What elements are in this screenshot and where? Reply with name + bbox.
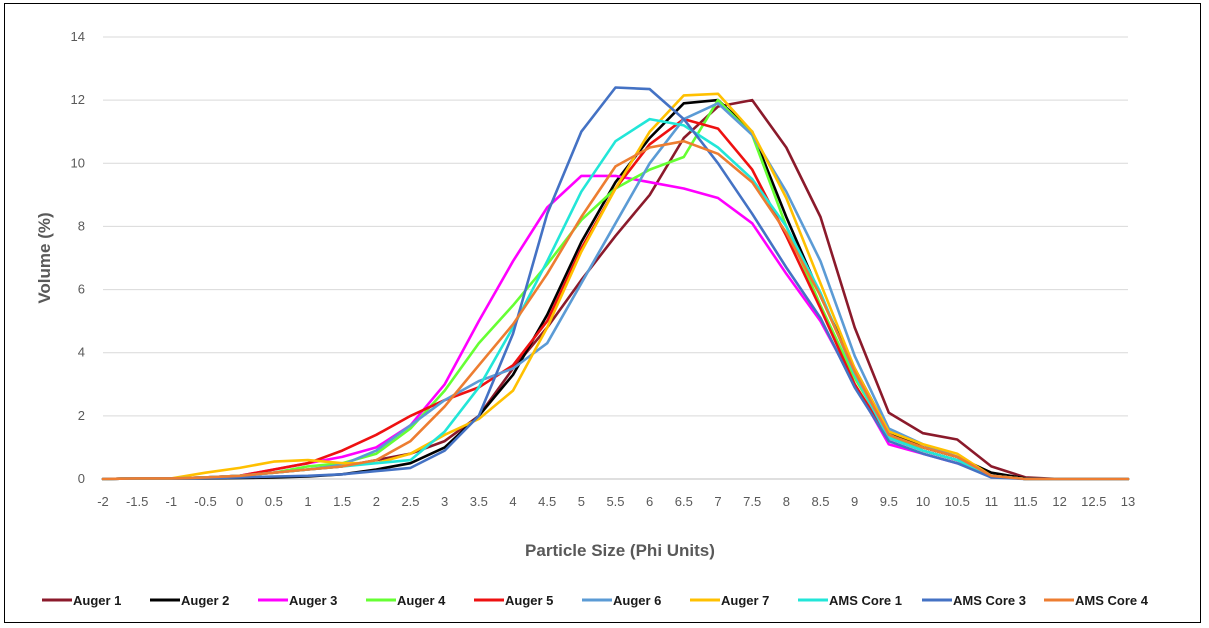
x-tick-label: 8.5 xyxy=(811,494,829,509)
y-tick-label: 2 xyxy=(78,408,85,423)
x-tick-label: 3.5 xyxy=(470,494,488,509)
legend-label-9: AMS Core 3 xyxy=(953,593,1026,608)
x-tick-label: 6 xyxy=(646,494,653,509)
x-tick-label: 2 xyxy=(373,494,380,509)
y-tick-label: 10 xyxy=(71,155,85,170)
x-tick-label: 0.5 xyxy=(265,494,283,509)
x-tick-label: 8 xyxy=(783,494,790,509)
x-tick-label: 10.5 xyxy=(945,494,970,509)
x-axis-title: Particle Size (Phi Units) xyxy=(525,541,715,560)
legend-label-2: Auger 2 xyxy=(181,593,229,608)
series-line-6 xyxy=(101,102,1130,481)
y-tick-label: 0 xyxy=(78,471,85,486)
x-tick-label: 5 xyxy=(578,494,585,509)
x-tick-label: 0 xyxy=(236,494,243,509)
x-tick-label: -1 xyxy=(166,494,178,509)
x-tick-label: 2.5 xyxy=(401,494,419,509)
legend-label-5: Auger 5 xyxy=(505,593,553,608)
x-tick-label: 5.5 xyxy=(606,494,624,509)
x-tick-label: 1.5 xyxy=(333,494,351,509)
legend-label-1: Auger 1 xyxy=(73,593,121,608)
x-tick-label: 10 xyxy=(916,494,930,509)
series-line-5 xyxy=(101,117,1130,481)
y-tick-label: 6 xyxy=(78,282,85,297)
x-tick-label: 4.5 xyxy=(538,494,556,509)
legend: Auger 1 Auger 2 Auger 3 Auger 4 Auger 5 Auger… xyxy=(42,593,1149,608)
x-tick-label: 7 xyxy=(714,494,721,509)
y-axis-title: Volume (%) xyxy=(35,212,54,303)
x-tick-label: -0.5 xyxy=(194,494,216,509)
x-tick-label: 13 xyxy=(1121,494,1135,509)
x-tick-label: -1.5 xyxy=(126,494,148,509)
legend-label-10: AMS Core 4 xyxy=(1075,593,1149,608)
x-tick-label: 7.5 xyxy=(743,494,761,509)
y-tick-label: 14 xyxy=(71,29,85,44)
legend-label-4: Auger 4 xyxy=(397,593,446,608)
x-tick-label: 11.5 xyxy=(1013,494,1037,509)
y-tick-label: 12 xyxy=(71,92,85,107)
series-line-7 xyxy=(101,92,1130,481)
legend-label-7: Auger 7 xyxy=(721,593,769,608)
y-tick-label: 4 xyxy=(78,345,85,360)
y-tick-label: 8 xyxy=(78,218,85,233)
x-tick-label: 6.5 xyxy=(675,494,693,509)
legend-label-6: Auger 6 xyxy=(613,593,661,608)
series-line-10 xyxy=(101,139,1130,481)
x-tick-label: -2 xyxy=(97,494,109,509)
x-tick-label: 4 xyxy=(509,494,516,509)
x-tick-label: 1 xyxy=(304,494,311,509)
x-tick-label: 12 xyxy=(1052,494,1066,509)
x-tick-label: 9.5 xyxy=(880,494,898,509)
y-axis-ticks: 0 2 4 6 8 10 12 14 xyxy=(71,29,85,486)
x-tick-label: 9 xyxy=(851,494,858,509)
x-axis-ticks: -2 -1.5 -1 -0.5 0 0.5 1 1.5 2 2.5 3 3.5 4 4.5 5 5.5 6 6.5… xyxy=(97,494,1135,509)
x-tick-label: 3 xyxy=(441,494,448,509)
x-tick-label: 12.5 xyxy=(1081,494,1106,509)
series-line-9 xyxy=(101,86,1130,481)
x-tick-label: 11 xyxy=(985,494,999,509)
legend-label-8: AMS Core 1 xyxy=(829,593,902,608)
legend-label-3: Auger 3 xyxy=(289,593,337,608)
series-lines xyxy=(101,86,1130,481)
gridlines xyxy=(103,36,1128,480)
series-line-8 xyxy=(101,117,1130,481)
